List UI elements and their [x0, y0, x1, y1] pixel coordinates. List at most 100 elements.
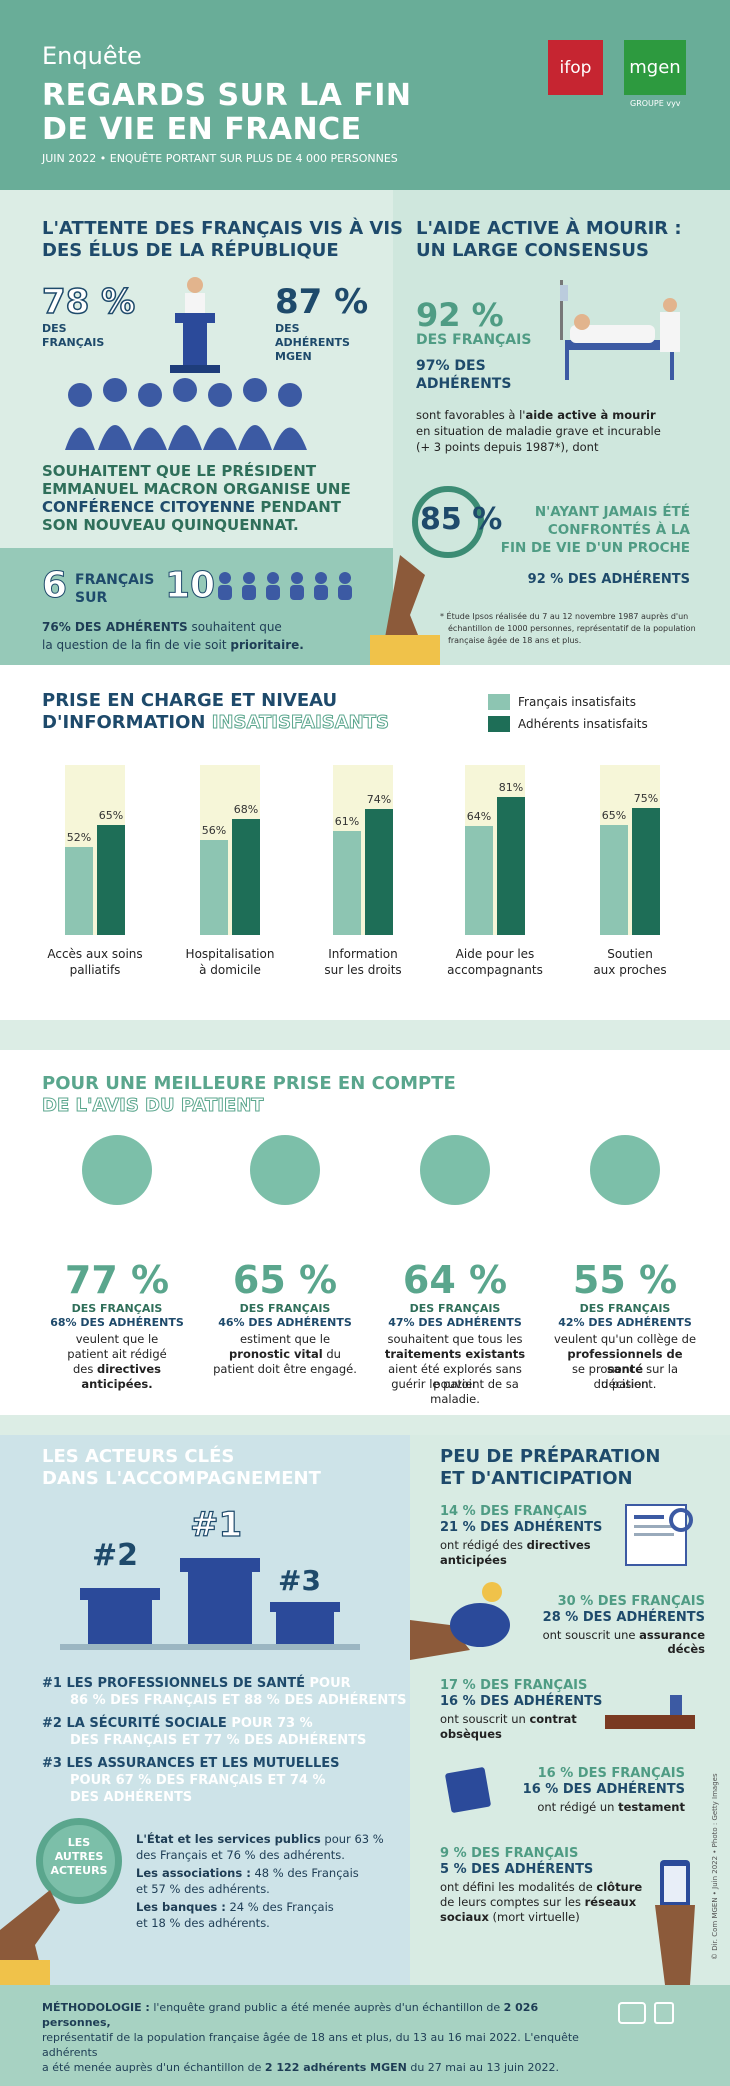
- care-title-insatisfaisants: INSATISFAISANTS: [211, 712, 389, 734]
- prep-3-text: ont souscrit un contrat: [440, 1712, 577, 1726]
- photo-credit: © Dir. Com MGEN • Juin 2022 • Photo : Ge…: [711, 1773, 719, 1960]
- prep-title-line2: ET D'ANTICIPATION: [440, 1468, 633, 1489]
- prep-4-fr: 16 % DES FRANÇAIS: [537, 1766, 685, 1781]
- podium-3-label: #3: [278, 1564, 321, 1597]
- page-title-line2: DE VIE EN FRANCE: [42, 112, 362, 147]
- prioritaire: prioritaire.: [230, 638, 304, 652]
- bar-value-label: 68%: [233, 803, 259, 817]
- patient-text: estiment que le: [239, 1332, 331, 1346]
- speaker-crowd-illustration: [65, 277, 307, 450]
- bar-value-label: 65%: [601, 808, 627, 822]
- bar-value-label: 74%: [366, 793, 392, 807]
- prep-5-b2: réseaux: [584, 1895, 637, 1909]
- patient-text-bold: traitements existants: [384, 1347, 526, 1361]
- category-label: Information: [328, 947, 398, 961]
- aid-97-adherents: 97% DES: [416, 358, 486, 374]
- actor-2-name: #2 LA SÉCURITÉ SOCIALE: [42, 1716, 227, 1731]
- prep-3-fr: 17 % DES FRANÇAIS: [440, 1678, 588, 1693]
- separator-band-1: [0, 1020, 730, 1050]
- bar-value-label: 65%: [98, 808, 124, 822]
- aid-des-francais: DES FRANÇAIS: [416, 332, 532, 348]
- prep-1-t: ont rédigé des: [440, 1538, 527, 1552]
- methodology-label: MÉTHODOLOGIE :: [42, 2001, 150, 2014]
- patient-adherents: 46% DES ADHÉRENTS: [218, 1316, 352, 1329]
- pct-78: 78 %: [41, 281, 136, 323]
- prep-2-text: ont souscrit une assurance décès: [505, 1628, 705, 1656]
- bar-francais: [200, 839, 228, 935]
- adherents-76-text: souhaitent que: [187, 620, 282, 634]
- prep-5-text3: sociaux (mort virtuelle): [440, 1910, 580, 1924]
- methodology-t4: du 27 mai au 13 juin 2022.: [406, 2061, 560, 2074]
- bar-francais: [333, 831, 361, 935]
- actor-3-line2: POUR 67 % DES FRANÇAIS ET 74 %: [70, 1773, 326, 1788]
- patient-des-francais: DES FRANÇAIS: [239, 1302, 331, 1315]
- other-1-line1: L'État et les services publics pour 63 %: [136, 1832, 384, 1846]
- prep-5-t: ont défini les modalités de: [440, 1880, 597, 1894]
- category-label: Aide pour les: [455, 947, 535, 961]
- patient-text: guérir le patient de sa maladie.: [391, 1377, 519, 1406]
- actor-3-line1: #3 LES ASSURANCES ET LES MUTUELLES: [42, 1756, 340, 1771]
- prep-1-b2: anticipées: [440, 1553, 507, 1567]
- people-icons: [218, 572, 352, 600]
- actor-2-line1: #2 LA SÉCURITÉ SOCIALE POUR 73 %: [42, 1716, 313, 1731]
- patient-text-bold: professionnels de santé: [567, 1347, 683, 1376]
- category-label: Soutien: [607, 947, 653, 961]
- prep-5-fr: 9 % DES FRANÇAIS: [440, 1846, 579, 1861]
- methodology-t2: représentatif de la population française…: [42, 2031, 579, 2059]
- recycle-icon: [654, 2002, 674, 2024]
- prep-4-text: ont rédigé un testament: [485, 1800, 685, 1814]
- methodology-t3: a été menée auprès d'un échantillon de: [42, 2061, 265, 2074]
- ifop-logo-text: ifop: [559, 57, 592, 78]
- prep-1-ad: 21 % DES ADHÉRENTS: [440, 1520, 603, 1535]
- active-aid-section: [393, 190, 730, 665]
- patient-des-francais: DES FRANÇAIS: [71, 1302, 163, 1315]
- never-line2: CONFRONTÉS À LA: [547, 522, 690, 538]
- bar-value-label: 52%: [66, 830, 92, 844]
- actor-1-pour: POUR: [304, 1676, 351, 1691]
- prep-3-t: ont souscrit un: [440, 1712, 530, 1726]
- prep-2-t: ont souscrit une: [542, 1628, 640, 1642]
- prep-4-t: ont rédigé un: [537, 1800, 619, 1814]
- header: Enquête REGARDS SUR LA FIN DE VIE EN FRA…: [0, 0, 730, 190]
- patient-des-francais: DES FRANÇAIS: [579, 1302, 671, 1315]
- bar-value-label: 75%: [633, 791, 659, 805]
- patient-text: pronostic vital du: [210, 1347, 360, 1362]
- magnifier-icon: [412, 486, 484, 558]
- methodology-b1: 2 026 personnes,: [42, 2001, 539, 2029]
- bar-value-label: 81%: [498, 781, 524, 795]
- patient-illustration-circle: [420, 1135, 490, 1205]
- other-1-bold: L'État et les services publics: [136, 1832, 321, 1846]
- bar-adherents: [365, 809, 393, 935]
- methodology-text: MÉTHODOLOGIE : l'enquête grand public a …: [42, 2000, 602, 2075]
- patient-text: aient été explorés sans pouvoir: [388, 1362, 522, 1391]
- patient-adherents: 42% DES ADHÉRENTS: [558, 1316, 692, 1329]
- sur-word: SUR: [75, 590, 108, 606]
- mgen-logo-sub: GROUPE vyv: [630, 99, 681, 108]
- care-bar-chart: 52% 65% Accès aux soins palliatifs 56% 68% Hos…: [0, 750, 730, 1000]
- patient-pct: 65 %: [232, 1258, 338, 1302]
- footnote-line1: * Étude Ipsos réalisée du 7 au 12 novemb…: [440, 612, 689, 621]
- six-of-ten-panel: [0, 548, 393, 665]
- category-label: palliatifs: [69, 963, 121, 977]
- category-label: Accès aux soins: [47, 947, 143, 961]
- patient-text-bold: pronostic vital: [229, 1347, 323, 1361]
- testament-book-illustration: [445, 1767, 491, 1813]
- others-label-3: ACTEURS: [50, 1864, 108, 1877]
- patient-text: se prononce sur la décision: [571, 1362, 679, 1391]
- actor-2-line2: DES FRANÇAIS ET 77 % DES ADHÉRENTS: [70, 1733, 367, 1748]
- prep-3-b: contrat: [529, 1712, 577, 1726]
- actors-title-line1: LES ACTEURS CLÉS: [42, 1446, 235, 1467]
- patient-text: patient doit être engagé.: [213, 1362, 357, 1376]
- category-label: à domicile: [199, 963, 261, 977]
- methodology-t1: l'enquête grand public a été menée auprè…: [149, 2001, 504, 2014]
- bar-francais: [600, 824, 628, 935]
- methodology-b2: 2 122 adhérents MGEN: [264, 2061, 407, 2074]
- patient-text: veulent qu'un collège de: [553, 1332, 697, 1346]
- other-2-text: 48 % des Français: [250, 1866, 359, 1880]
- pendant: PENDANT: [255, 498, 342, 516]
- prep-3-b2: obsèques: [440, 1727, 502, 1741]
- label-des-francais: DES FRANÇAIS: [42, 322, 105, 349]
- prep-2-ad: 28 % DES ADHÉRENTS: [542, 1610, 705, 1625]
- aid-text-line3: (+ 3 points depuis 1987*), dont: [416, 440, 599, 454]
- footnote-line3: française âgée de 18 ans et plus.: [448, 636, 582, 645]
